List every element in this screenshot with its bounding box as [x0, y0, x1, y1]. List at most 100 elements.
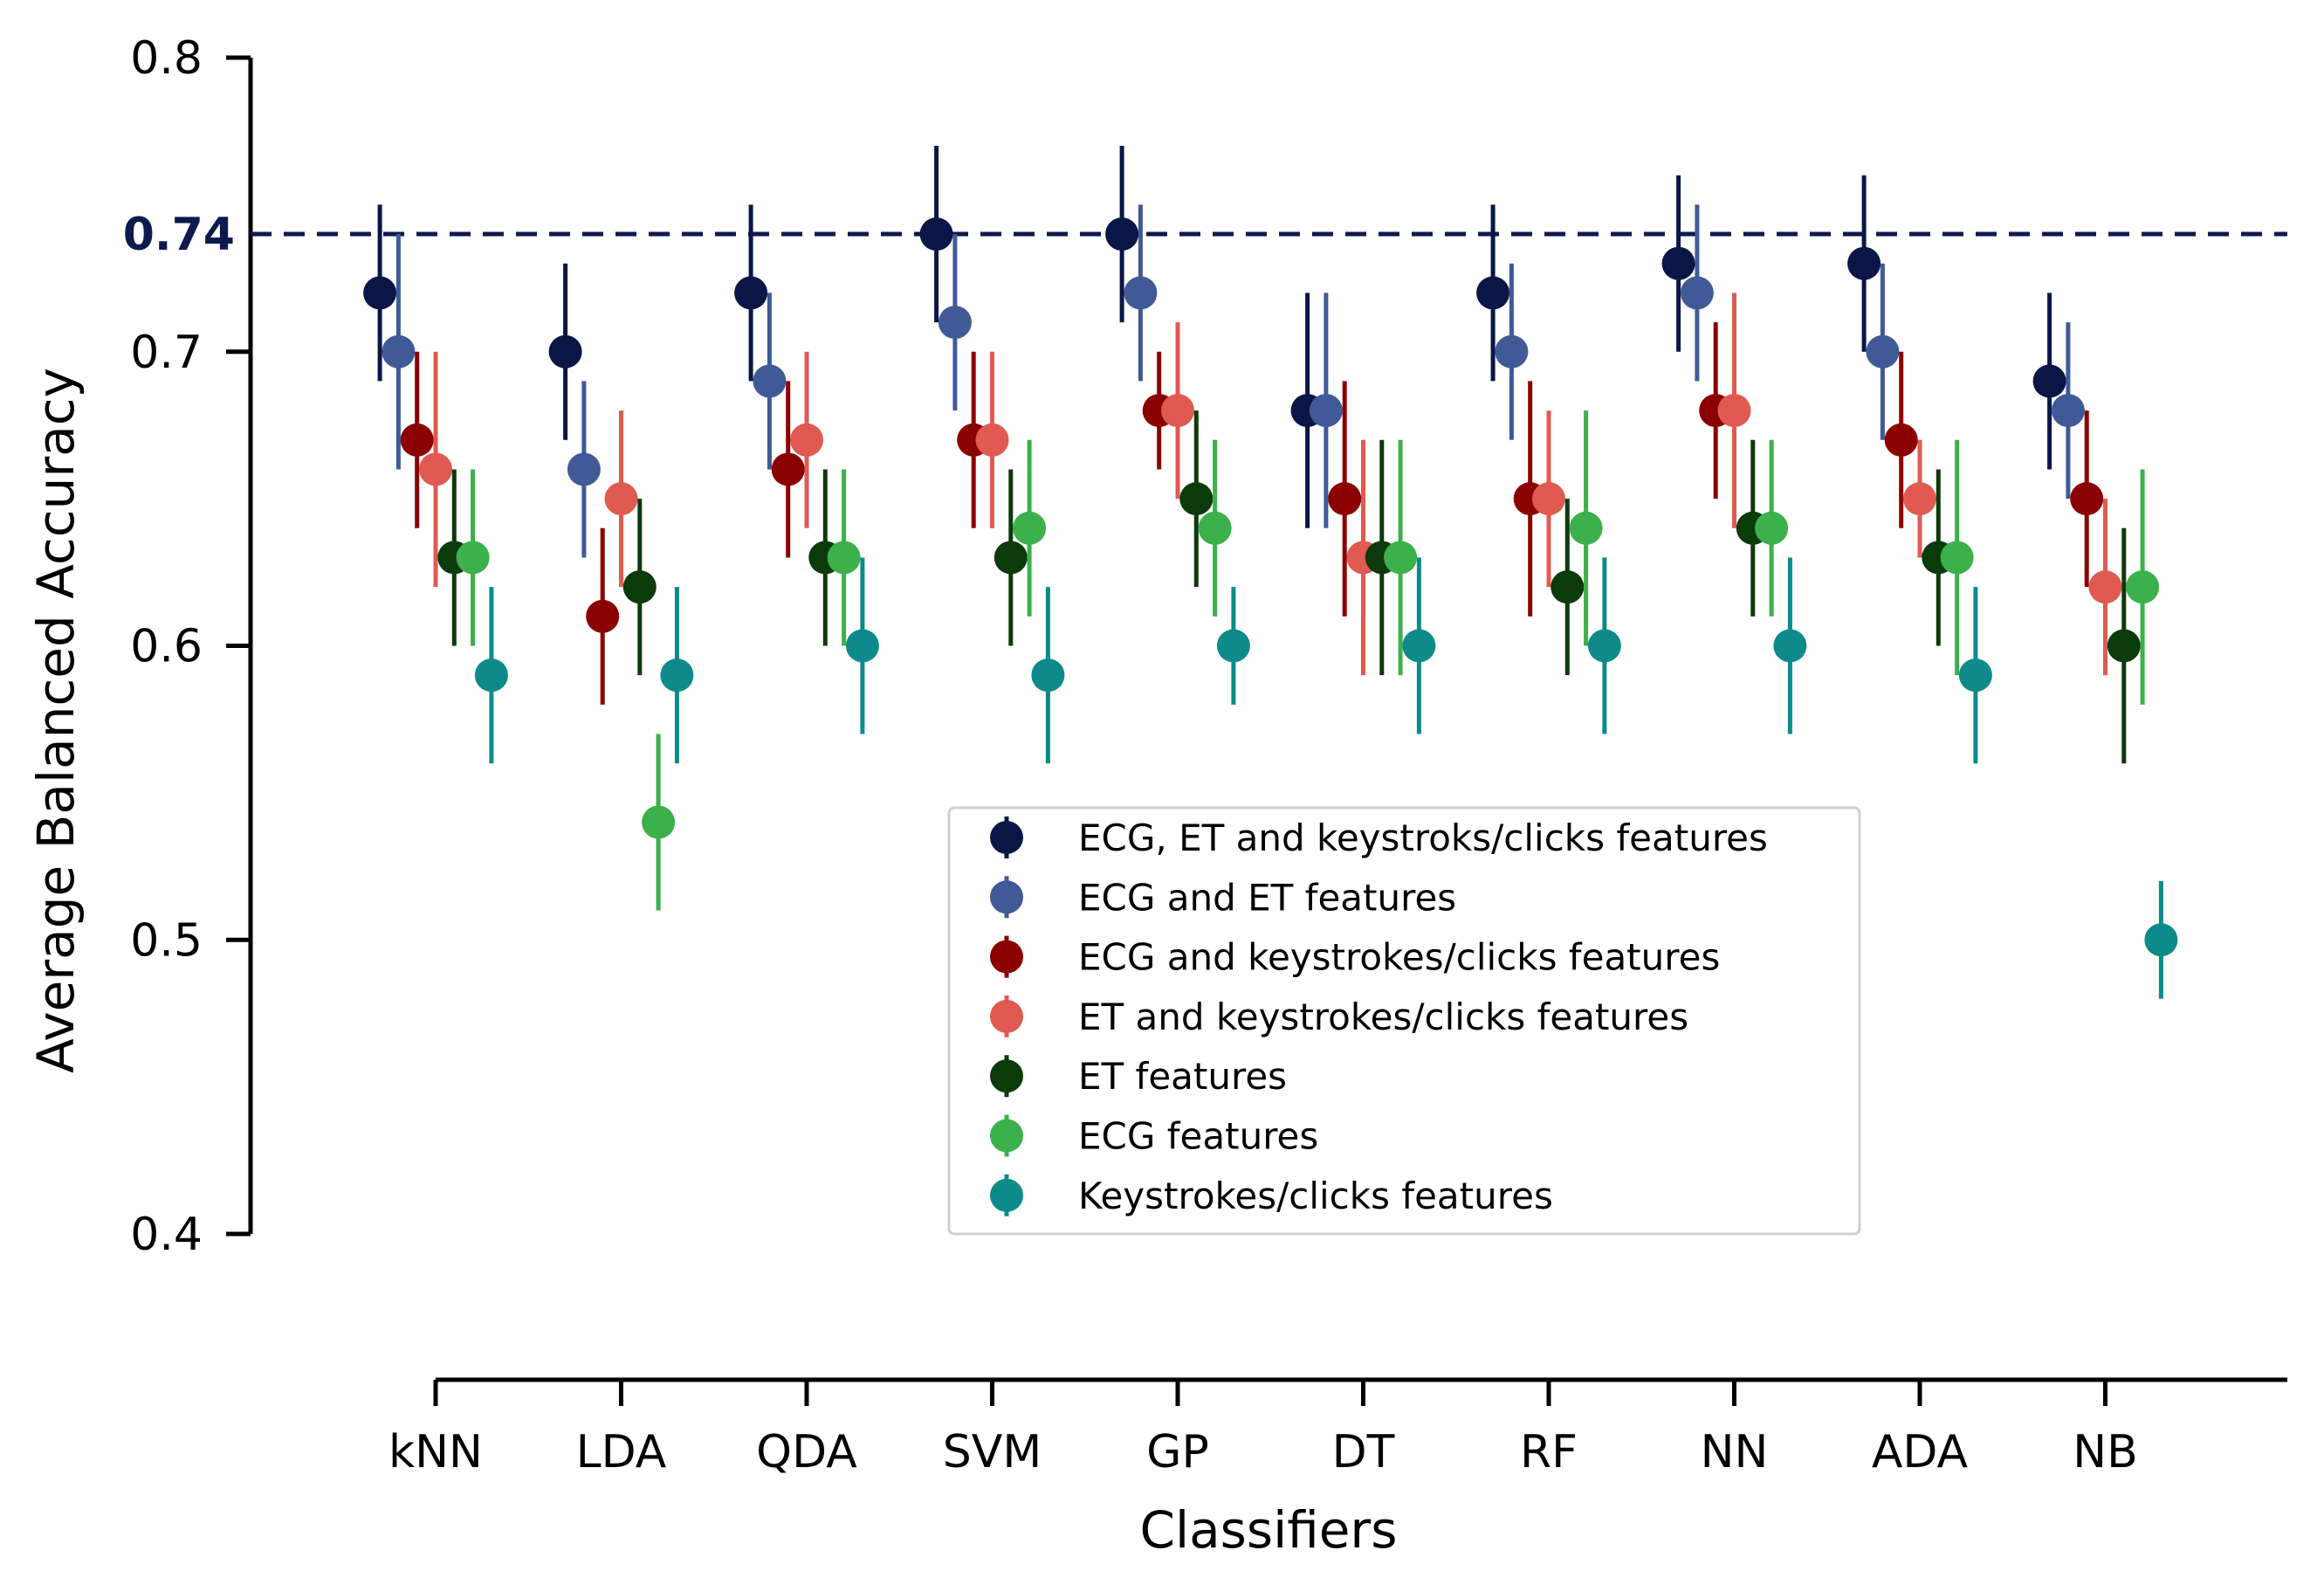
- series-6: [456, 410, 2160, 911]
- legend-marker: [990, 940, 1023, 974]
- data-point: [1903, 482, 1936, 516]
- legend-item: ECG, ET and keystroks/clicks features: [990, 817, 1768, 859]
- series-7: [474, 557, 2178, 999]
- data-point: [1105, 217, 1139, 252]
- reference-line-label: 0.74: [123, 209, 235, 261]
- y-axis: 0.4 0.5 0.6 0.7 0.8: [130, 32, 253, 1261]
- data-point: [1402, 629, 1436, 663]
- data-point: [845, 629, 879, 663]
- series-4: [419, 293, 2122, 676]
- legend-marker: [990, 1178, 1023, 1212]
- legend-box: [947, 806, 1861, 1236]
- y-tick-label: 0.5: [130, 914, 203, 967]
- y-axis-label: Average Balanced Accuracy: [26, 368, 86, 1073]
- legend-marker: [990, 880, 1023, 914]
- legend: ECG, ET and keystroks/clicks features ECG…: [947, 806, 1861, 1236]
- legend-item: ECG and ET features: [990, 876, 1456, 919]
- x-tick-label: SVM: [943, 1426, 1042, 1478]
- reference-line-group: 0.74: [123, 209, 2287, 261]
- data-marks: [363, 146, 2178, 999]
- legend-marker: [990, 1059, 1023, 1093]
- legend-label: ECG and keystrokes/clicks features: [1078, 936, 1720, 979]
- data-point: [938, 306, 972, 340]
- data-point: [382, 334, 416, 369]
- data-point: [975, 423, 1009, 457]
- legend-label: Keystrokes/clicks features: [1078, 1175, 1553, 1217]
- series-2: [382, 204, 2085, 558]
- data-point: [827, 541, 861, 575]
- x-tick-label: DT: [1332, 1426, 1395, 1478]
- data-point: [1940, 541, 1974, 575]
- x-axis-label: Classifiers: [1140, 1500, 1398, 1560]
- series-3: [400, 322, 2104, 705]
- data-point: [1198, 511, 1232, 545]
- data-point: [1216, 629, 1250, 663]
- data-point: [1328, 482, 1362, 516]
- y-tick-label: 0.8: [130, 32, 203, 85]
- data-point: [1569, 511, 1603, 545]
- data-point: [1309, 394, 1343, 428]
- legend-label: ECG, ET and keystroks/clicks features: [1078, 817, 1768, 859]
- data-point: [1532, 482, 1565, 516]
- legend-item: ET features: [990, 1055, 1287, 1098]
- data-point: [419, 452, 452, 486]
- x-tick-label: kNN: [388, 1426, 483, 1478]
- data-point: [1031, 658, 1065, 693]
- x-tick-label: RF: [1520, 1426, 1578, 1478]
- data-point: [604, 482, 638, 516]
- y-tick-label: 0.4: [130, 1209, 203, 1261]
- data-point: [1680, 276, 1714, 310]
- x-tick-label: QDA: [756, 1426, 857, 1478]
- data-point: [1179, 482, 1214, 516]
- legend-marker: [990, 999, 1023, 1033]
- data-point: [1587, 629, 1621, 663]
- legend-label: ET features: [1078, 1055, 1287, 1098]
- data-point: [2088, 570, 2122, 604]
- data-point: [1773, 629, 1807, 663]
- data-point: [1847, 246, 1881, 280]
- x-tick-label: LDA: [576, 1426, 667, 1478]
- data-point: [2051, 394, 2085, 428]
- data-point: [753, 364, 787, 398]
- data-point: [400, 423, 434, 457]
- data-point: [1717, 394, 1751, 428]
- data-point: [1755, 511, 1789, 545]
- legend-item: Keystrokes/clicks features: [990, 1174, 1553, 1217]
- series-1: [363, 146, 2066, 528]
- legend-marker: [990, 1119, 1023, 1153]
- x-axis: kNN LDA QDA SVM GP DT RF NN ADA NB: [388, 1377, 2287, 1478]
- data-point: [456, 541, 490, 575]
- data-point: [363, 276, 397, 310]
- data-point: [2032, 364, 2066, 398]
- x-tick-label: ADA: [1872, 1426, 1969, 1478]
- legend-marker: [990, 821, 1023, 854]
- data-point: [474, 658, 508, 693]
- legend-label: ET and keystrokes/clicks features: [1078, 996, 1688, 1038]
- legend-item: ET and keystrokes/clicks features: [990, 995, 1688, 1038]
- data-point: [734, 276, 768, 310]
- data-point: [1476, 276, 1510, 310]
- data-point: [622, 570, 657, 604]
- data-point: [1495, 334, 1529, 369]
- data-point: [660, 658, 694, 693]
- y-tick-label: 0.6: [130, 621, 203, 673]
- data-point: [548, 334, 582, 369]
- legend-label: ECG features: [1078, 1115, 1318, 1158]
- data-point: [1124, 276, 1158, 310]
- y-tick-label: 0.7: [130, 327, 203, 379]
- legend-label: ECG and ET features: [1078, 876, 1456, 919]
- data-point: [2144, 923, 2178, 957]
- data-point: [1550, 570, 1585, 604]
- data-point: [994, 541, 1028, 575]
- data-point: [919, 217, 953, 252]
- series-5: [437, 410, 2141, 764]
- data-point: [2126, 570, 2160, 604]
- data-point: [1013, 511, 1047, 545]
- data-point: [586, 599, 620, 633]
- data-point: [771, 452, 805, 486]
- legend-item: ECG features: [990, 1114, 1318, 1158]
- data-point: [1866, 334, 1900, 369]
- data-point: [1661, 246, 1695, 280]
- x-tick-label: NB: [2073, 1426, 2138, 1478]
